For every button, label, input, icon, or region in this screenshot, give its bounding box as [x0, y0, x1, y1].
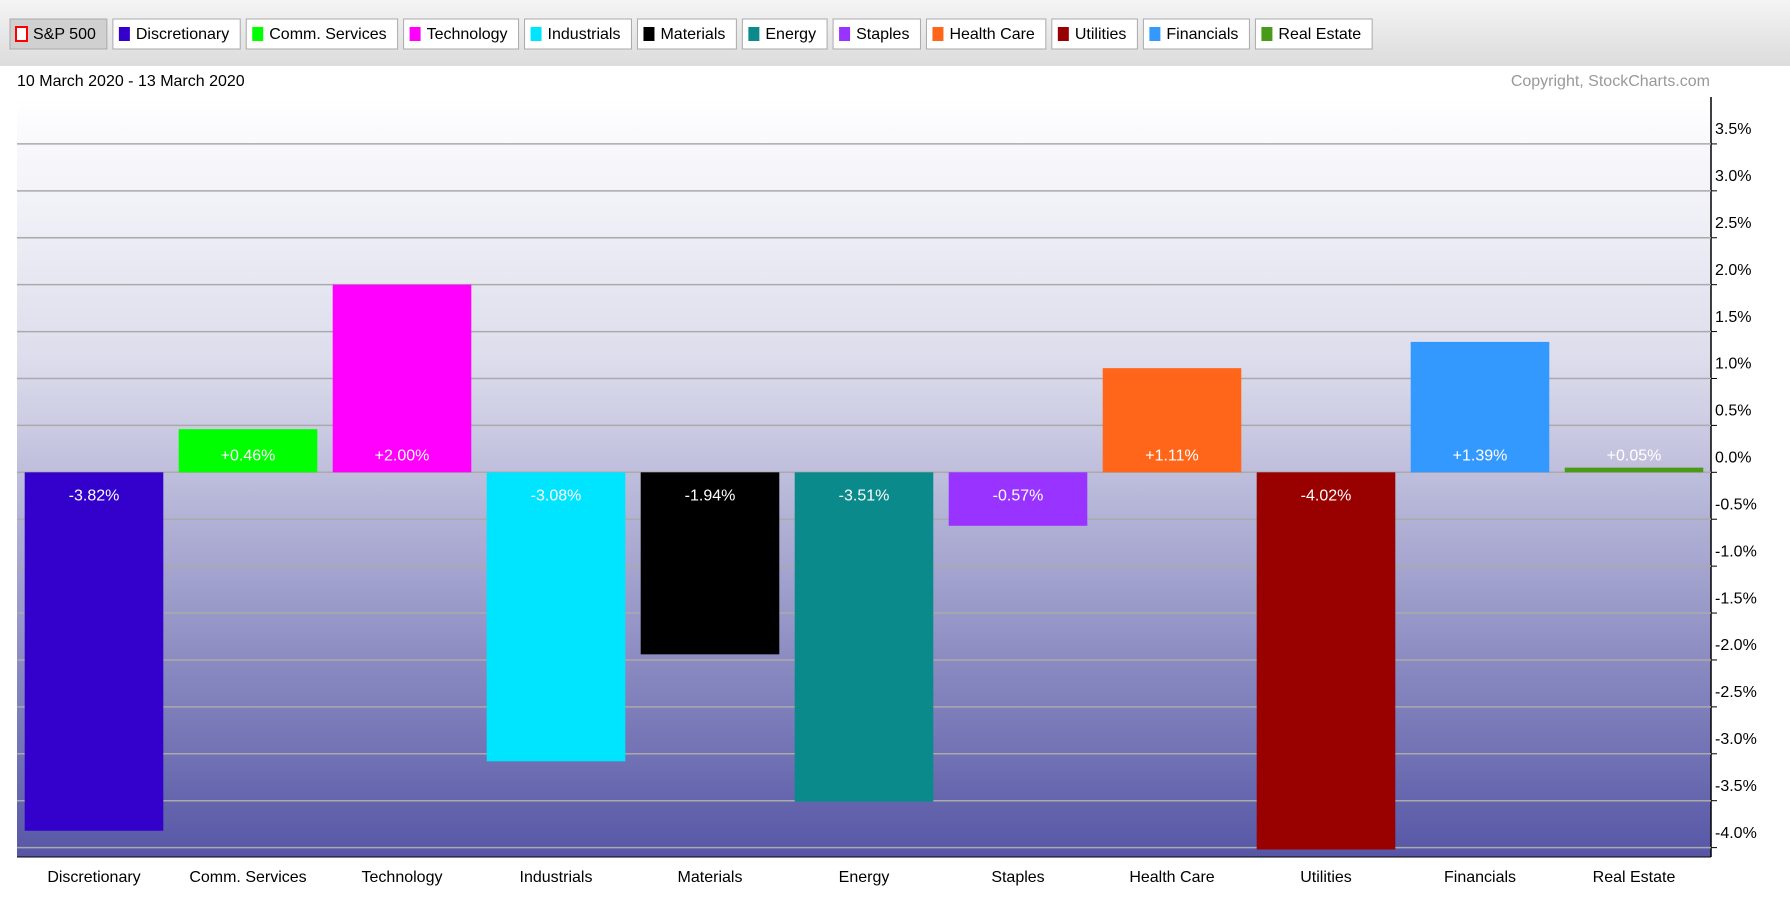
legend-label: S&P 500 — [33, 26, 96, 43]
legend-item — [403, 18, 520, 50]
y-tick-label: 0.5% — [1715, 403, 1751, 420]
value-label: +1.39% — [1453, 448, 1508, 465]
x-tick-label: Discretionary — [47, 869, 140, 886]
y-tick-label: -4.0% — [1715, 825, 1757, 842]
value-label: -1.94% — [685, 488, 736, 505]
y-tick-label: -3.5% — [1715, 778, 1757, 795]
bar — [1102, 368, 1242, 473]
legend-label: Staples — [856, 26, 909, 43]
legend-label: Materials — [660, 26, 725, 43]
legend-item — [925, 18, 1047, 50]
legend-swatch — [748, 27, 760, 41]
legend-swatch — [643, 27, 655, 41]
legend-item — [245, 18, 399, 50]
subtitle: 10 March 2020 - 13 March 2020 — [17, 73, 245, 90]
legend-swatch — [1149, 27, 1161, 41]
x-tick-label: Health Care — [1129, 869, 1214, 886]
x-tick-label: Technology — [362, 869, 443, 886]
value-label: -4.02% — [1301, 488, 1352, 505]
legend-label: Financials — [1166, 26, 1238, 43]
x-tick-label: Financials — [1444, 869, 1516, 886]
bar — [640, 472, 780, 655]
legend-swatch — [409, 27, 421, 41]
bar — [24, 472, 164, 831]
x-tick-label: Materials — [678, 869, 743, 886]
value-label: -0.57% — [993, 488, 1044, 505]
y-tick-label: -2.0% — [1715, 637, 1757, 654]
bar — [1564, 467, 1704, 473]
bar — [1256, 472, 1396, 850]
x-tick-label: Staples — [991, 869, 1044, 886]
legend-swatch — [1261, 27, 1273, 41]
value-label: -3.51% — [839, 488, 890, 505]
legend-label: Discretionary — [136, 26, 229, 43]
legend-swatch — [252, 27, 264, 41]
bar — [178, 429, 318, 473]
legend-label: Technology — [427, 26, 508, 43]
legend-swatch — [932, 27, 944, 41]
y-tick-label: 3.5% — [1715, 121, 1751, 138]
y-tick-label: 1.0% — [1715, 356, 1751, 373]
value-label: +1.11% — [1145, 448, 1199, 465]
y-tick-label: -3.0% — [1715, 731, 1757, 748]
legend-swatch — [530, 27, 542, 41]
value-label: +2.00% — [375, 448, 430, 465]
value-label: +0.46% — [221, 448, 276, 465]
copyright: Copyright, StockCharts.com — [1511, 73, 1710, 90]
legend-swatch — [839, 27, 851, 41]
legend-label: Energy — [765, 26, 816, 43]
legend-item — [524, 18, 632, 50]
legend-swatch — [118, 27, 130, 41]
legend-label: Industrials — [548, 26, 621, 43]
y-tick-label: 0.0% — [1715, 450, 1751, 467]
legend-label: Real Estate — [1278, 26, 1361, 43]
bar — [486, 472, 626, 762]
y-tick-label: -2.5% — [1715, 684, 1757, 701]
x-tick-label: Comm. Services — [189, 869, 306, 886]
bar — [948, 472, 1088, 526]
value-label: -3.82% — [69, 488, 120, 505]
x-tick-label: Energy — [839, 869, 890, 886]
x-tick-label: Industrials — [520, 869, 593, 886]
y-tick-label: 2.5% — [1715, 215, 1751, 232]
legend-item — [1254, 18, 1373, 50]
legend-item — [1142, 18, 1250, 50]
value-label: +0.05% — [1607, 448, 1662, 465]
x-tick-label: Utilities — [1300, 869, 1352, 886]
y-tick-label: -0.5% — [1715, 496, 1757, 513]
y-tick-label: 1.5% — [1715, 309, 1751, 326]
legend-swatch — [15, 26, 28, 42]
legend-swatch — [1057, 27, 1069, 41]
legend-label: Comm. Services — [269, 26, 386, 43]
value-label: -3.08% — [531, 488, 582, 505]
x-tick-label: Real Estate — [1593, 869, 1676, 886]
legend-label: Health Care — [949, 26, 1034, 43]
legend-item — [112, 18, 241, 50]
y-tick-label: -1.0% — [1715, 543, 1757, 560]
y-tick-label: 3.0% — [1715, 168, 1751, 185]
bar — [794, 472, 934, 802]
bar — [1410, 341, 1550, 473]
y-tick-label: 2.0% — [1715, 262, 1751, 279]
legend-label: Utilities — [1075, 26, 1127, 43]
bar — [332, 284, 472, 473]
y-tick-label: -1.5% — [1715, 590, 1757, 607]
